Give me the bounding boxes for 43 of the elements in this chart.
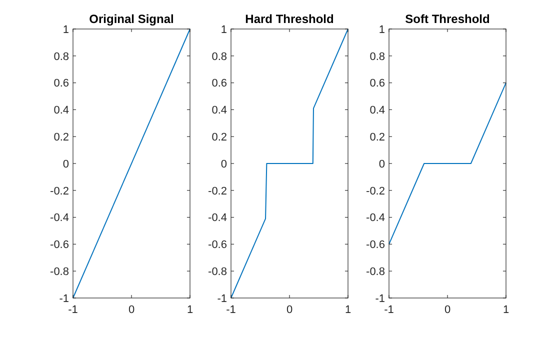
y-tick-label: 0	[220, 158, 227, 170]
x-tick-label: 0	[444, 304, 451, 316]
y-tick-label: 0.2	[370, 131, 385, 144]
y-tick-label: -0.8	[208, 266, 227, 278]
y-tick-label: -0.4	[50, 212, 69, 224]
y-tick-label: 0	[62, 158, 69, 170]
y-tick-label: 0.2	[54, 131, 69, 144]
y-tick-label: 1	[220, 24, 227, 36]
y-tick-label: 0.4	[212, 104, 227, 117]
chart-title: Hard Threshold	[245, 12, 334, 26]
y-tick-label: -1	[217, 292, 227, 305]
y-tick-label: 0.6	[54, 78, 69, 90]
y-tick-label: 0.6	[370, 78, 385, 90]
y-tick-label: -1	[59, 292, 69, 305]
y-tick-label: 1	[378, 24, 385, 36]
y-tick-label: -0.2	[50, 185, 69, 198]
y-tick-label: 0.4	[54, 104, 69, 117]
y-tick-label: -0.6	[50, 239, 69, 252]
line-series	[230, 28, 348, 298]
y-tick-label: 0.6	[212, 78, 227, 90]
x-tick-label: 1	[344, 304, 352, 316]
x-tick-label: 1	[186, 304, 194, 316]
y-tick-label: 0.4	[370, 104, 385, 117]
x-tick-label: 0	[128, 304, 135, 316]
y-tick-label: -0.4	[366, 212, 385, 224]
y-tick-label: 0.8	[212, 50, 227, 63]
y-tick-label: 1	[62, 24, 69, 36]
y-tick-label: -0.8	[366, 266, 385, 278]
y-tick-label: 0.8	[370, 50, 385, 63]
x-tick-label: 0	[286, 304, 293, 316]
y-tick-label: -0.6	[208, 239, 227, 252]
x-tick-label: 1	[502, 304, 510, 316]
y-tick-label: -0.4	[208, 212, 227, 224]
y-tick-label: -1	[375, 292, 385, 305]
y-tick-label: -0.2	[208, 185, 227, 198]
y-tick-label: 0.8	[54, 50, 69, 63]
y-tick-label: 0	[378, 158, 385, 170]
y-tick-label: 0.2	[212, 131, 227, 144]
y-tick-label: -0.2	[366, 185, 385, 198]
y-tick-label: -0.8	[50, 266, 69, 278]
chart-title: Soft Threshold	[405, 12, 490, 26]
chart-title: Original Signal	[89, 12, 174, 26]
y-tick-label: -0.6	[366, 239, 385, 252]
